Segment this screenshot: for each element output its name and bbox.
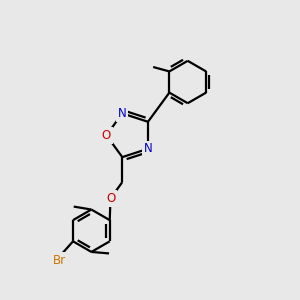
Text: O: O <box>106 192 115 205</box>
Text: N: N <box>144 142 152 155</box>
Text: Br: Br <box>53 254 66 267</box>
Text: O: O <box>102 129 111 142</box>
Text: N: N <box>118 107 127 120</box>
